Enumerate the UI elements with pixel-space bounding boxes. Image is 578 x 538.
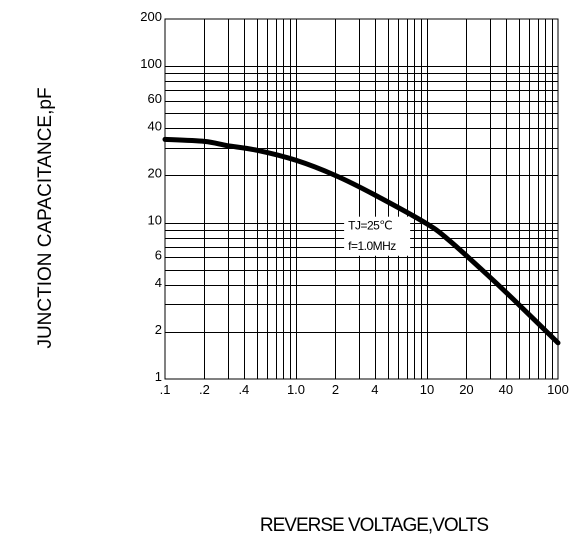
x-tick-label: .4 <box>238 382 249 397</box>
x-tick-label: 1.0 <box>287 382 305 397</box>
y-tick-label: 20 <box>148 165 162 180</box>
x-tick-label: 20 <box>459 382 473 397</box>
x-axis-label: REVERSE VOLTAGE,VOLTS <box>260 515 489 536</box>
series-layer <box>162 136 561 346</box>
y-tick-label: 40 <box>148 118 162 133</box>
x-tick-label: 40 <box>499 382 513 397</box>
y-tick-labels: 1 2 4 6 10 20 40 60 100 200 <box>140 9 162 384</box>
y-tick-label: 4 <box>155 275 162 290</box>
y-tick-label: 1 <box>155 369 162 384</box>
plot-frame <box>164 18 559 380</box>
annotation-box: TJ=25℃ f=1.0MHz <box>344 216 411 256</box>
x-tick-label: .2 <box>199 382 210 397</box>
grid-lines <box>165 19 558 379</box>
y-tick-label: 100 <box>140 56 162 71</box>
y-axis-label: JUNCTION CAPACITANCE,pF <box>35 87 56 348</box>
y-tick-label: 10 <box>148 213 162 228</box>
x-tick-label: 100 <box>547 382 569 397</box>
x-tick-labels: .1 .2 .4 1.0 2 4 10 20 40 100 <box>160 382 569 397</box>
x-tick-label: .1 <box>160 382 171 397</box>
annotation-frequency: f=1.0MHz <box>348 239 396 253</box>
y-tick-label: 2 <box>155 322 162 337</box>
capacitance-curve <box>162 136 561 346</box>
y-tick-label: 60 <box>148 91 162 106</box>
x-tick-label: 2 <box>332 382 339 397</box>
y-tick-label: 6 <box>155 247 162 262</box>
annotation-temperature: TJ=25℃ <box>348 219 392 233</box>
x-tick-label: 4 <box>371 382 378 397</box>
annotation-background <box>344 216 411 256</box>
x-tick-label: 10 <box>420 382 434 397</box>
y-tick-label: 200 <box>140 9 162 24</box>
